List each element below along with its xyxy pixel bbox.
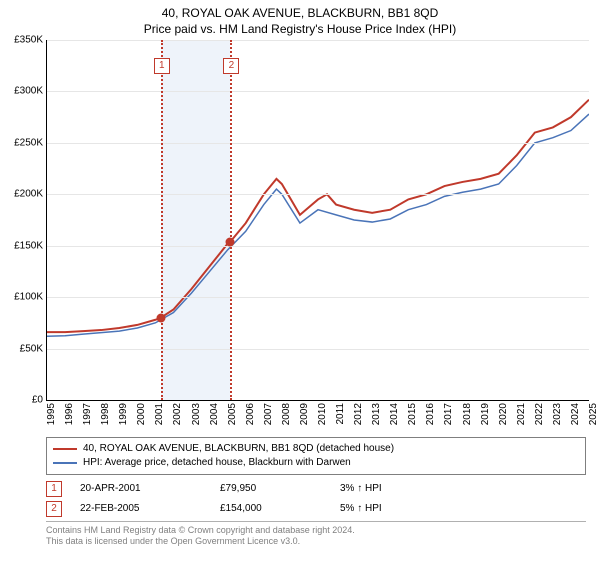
x-tick-label: 2019 [480, 403, 491, 425]
x-tick-label: 2024 [570, 403, 581, 425]
arrow-up-icon: ↑ [357, 479, 362, 499]
event-row: 2 22-FEB-2005 £154,000 5% ↑ HPI [46, 499, 586, 519]
footer-line: Contains HM Land Registry data © Crown c… [46, 525, 586, 536]
event-marker [226, 237, 235, 246]
event-price: £154,000 [220, 499, 340, 519]
y-tick-label: £300K [14, 86, 47, 97]
x-tick-label: 2014 [389, 403, 400, 425]
x-tick-label: 2010 [317, 403, 328, 425]
x-tick-label: 2020 [498, 403, 509, 425]
x-tick-label: 1997 [82, 403, 93, 425]
x-tick-label: 2006 [245, 403, 256, 425]
x-axis-labels: 1995 1996 1997 1998 1999 2000 2001 2002 2003 2004… [46, 401, 588, 431]
x-tick-label: 2023 [552, 403, 563, 425]
x-tick-label: 2007 [263, 403, 274, 425]
series-line [47, 114, 589, 336]
footer-line: This data is licensed under the Open Gov… [46, 536, 586, 547]
legend-box: 40, ROYAL OAK AVENUE, BLACKBURN, BB1 8QD… [46, 437, 586, 475]
gridline [47, 194, 589, 195]
x-tick-label: 2022 [534, 403, 545, 425]
x-tick-label: 2025 [588, 403, 599, 425]
y-tick-label: £250K [14, 137, 47, 148]
event-hpi-label: HPI [365, 479, 382, 499]
x-tick-label: 2005 [227, 403, 238, 425]
x-tick-label: 2017 [443, 403, 454, 425]
x-tick-label: 2016 [425, 403, 436, 425]
y-tick-label: £100K [14, 292, 47, 303]
x-tick-label: 2002 [172, 403, 183, 425]
events-table: 1 20-APR-2001 £79,950 3% ↑ HPI 2 22-FEB-… [46, 479, 586, 519]
y-tick-label: £0 [32, 395, 47, 406]
legend-swatch-series-1 [53, 462, 77, 464]
x-tick-label: 2009 [299, 403, 310, 425]
x-tick-label: 2018 [462, 403, 473, 425]
x-tick-label: 2013 [371, 403, 382, 425]
event-row: 1 20-APR-2001 £79,950 3% ↑ HPI [46, 479, 586, 499]
y-tick-label: £50K [20, 343, 47, 354]
y-tick-label: £200K [14, 189, 47, 200]
event-pct: 5% [340, 499, 354, 519]
legend-row: 40, ROYAL OAK AVENUE, BLACKBURN, BB1 8QD… [53, 442, 579, 456]
x-tick-label: 1995 [46, 403, 57, 425]
x-tick-label: 2011 [335, 403, 346, 425]
x-tick-label: 1998 [100, 403, 111, 425]
event-price: £79,950 [220, 479, 340, 499]
x-tick-label: 2012 [353, 403, 364, 425]
x-tick-label: 1996 [64, 403, 75, 425]
x-tick-label: 2000 [136, 403, 147, 425]
chart-container: 40, ROYAL OAK AVENUE, BLACKBURN, BB1 8QD… [0, 6, 600, 548]
footer-licence: Contains HM Land Registry data © Crown c… [46, 521, 586, 548]
x-tick-label: 1999 [118, 403, 129, 425]
event-vline [230, 40, 232, 400]
event-marker [156, 313, 165, 322]
event-hpi-label: HPI [365, 499, 382, 519]
gridline [47, 40, 589, 41]
gridline [47, 91, 589, 92]
y-tick-label: £350K [14, 35, 47, 46]
legend-row: HPI: Average price, detached house, Blac… [53, 456, 579, 470]
event-vlabel: 2 [223, 58, 239, 74]
gridline [47, 143, 589, 144]
gridline [47, 349, 589, 350]
event-date: 20-APR-2001 [80, 479, 220, 499]
legend-label: HPI: Average price, detached house, Blac… [83, 456, 351, 470]
event-badge: 2 [46, 501, 62, 517]
chart-plot-area: £0£50K£100K£150K£200K£250K£300K£350K12 [46, 40, 589, 401]
x-tick-label: 2001 [154, 403, 165, 425]
event-pct: 3% [340, 479, 354, 499]
legend-swatch-series-0 [53, 448, 77, 450]
x-tick-label: 2003 [191, 403, 202, 425]
x-tick-label: 2015 [407, 403, 418, 425]
event-vlabel: 1 [154, 58, 170, 74]
event-date: 22-FEB-2005 [80, 499, 220, 519]
x-tick-label: 2008 [281, 403, 292, 425]
x-tick-label: 2021 [516, 403, 527, 425]
event-vline [161, 40, 163, 400]
event-badge: 1 [46, 481, 62, 497]
gridline [47, 246, 589, 247]
title-sub: Price paid vs. HM Land Registry's House … [0, 22, 600, 36]
y-tick-label: £150K [14, 240, 47, 251]
x-tick-label: 2004 [209, 403, 220, 425]
gridline [47, 297, 589, 298]
legend-label: 40, ROYAL OAK AVENUE, BLACKBURN, BB1 8QD… [83, 442, 394, 456]
chart-lines-svg [47, 40, 589, 400]
title-main: 40, ROYAL OAK AVENUE, BLACKBURN, BB1 8QD [0, 6, 600, 20]
arrow-up-icon: ↑ [357, 499, 362, 519]
